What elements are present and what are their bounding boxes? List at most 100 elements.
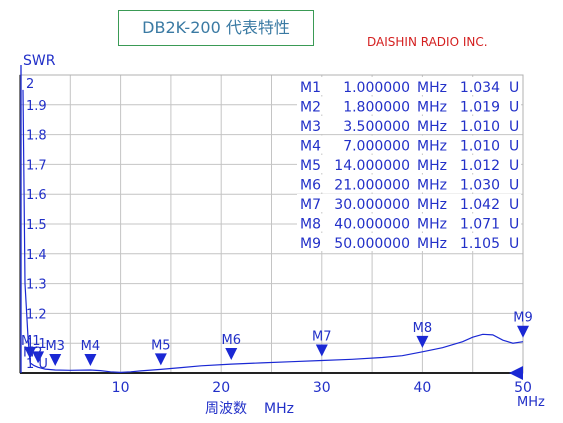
marker-table-swr: 1.010 <box>460 119 500 135</box>
marker-table-row-bg <box>297 213 521 232</box>
marker-label: M3 <box>45 339 65 354</box>
marker-label: M2 <box>23 345 43 360</box>
marker-triangle <box>84 354 97 367</box>
marker-label: M8 <box>413 321 433 336</box>
marker-table-unit: MHz <box>417 197 447 213</box>
brand-label: DAISHIN RADIO INC. <box>367 35 488 49</box>
marker-table-flag: U <box>509 158 519 174</box>
marker-table-swr: 1.071 <box>460 217 500 233</box>
marker-label: M4 <box>81 339 101 354</box>
marker-label: M6 <box>222 333 242 348</box>
marker-table-flag: U <box>509 80 519 96</box>
x-tick-label: 40 <box>413 380 431 396</box>
marker-triangle <box>49 354 62 367</box>
marker-table-flag: U <box>509 178 519 194</box>
y-tick-label: 1.7 <box>26 158 47 173</box>
marker-table-flag: U <box>509 139 519 155</box>
marker-table-row-bg <box>297 135 521 154</box>
marker-table-freq: 1.800000 <box>343 100 410 116</box>
marker-table-unit: MHz <box>417 139 447 155</box>
marker-table-flag: U <box>509 236 519 252</box>
marker-table-label: M3 <box>300 119 321 135</box>
marker-table-freq: 40.000000 <box>334 217 410 233</box>
y-tick-label: 1.2 <box>26 307 47 322</box>
marker-table-label: M5 <box>300 158 321 174</box>
marker-triangle <box>24 346 37 359</box>
marker-table-row-bg <box>297 174 521 193</box>
y-axis-bottom-label: 1 U <box>26 357 48 372</box>
y-tick-label: 1.5 <box>26 218 47 233</box>
marker-label: M9 <box>513 311 533 326</box>
marker-triangle <box>154 353 167 366</box>
marker-table-label: M8 <box>300 217 321 233</box>
marker-table-freq: 7.000000 <box>343 139 410 155</box>
marker-table-unit: MHz <box>417 217 447 233</box>
marker-table-flag: U <box>509 119 519 135</box>
x-axis-label: 周波数 <box>205 401 247 417</box>
marker-label: M1 <box>21 334 41 349</box>
marker-label: M5 <box>151 338 171 353</box>
marker-table-swr: 1.030 <box>460 178 500 194</box>
y-tick-label: 1.8 <box>26 129 47 144</box>
marker-table-label: M1 <box>300 80 321 96</box>
marker-table-swr: 1.034 <box>460 80 500 96</box>
tick-labels: 10 20 30 40 501.11.21.31.41.51.61.71.81.9 <box>26 99 532 396</box>
marker-triangle <box>517 325 529 338</box>
marker-table-flag: U <box>509 100 519 116</box>
marker-label: M7 <box>312 329 332 344</box>
marker-table-row-bg <box>297 96 521 115</box>
marker-table-row-bg <box>297 116 521 134</box>
x-tick-label: 10 <box>112 380 130 396</box>
marker-table-row-bg <box>297 77 521 95</box>
marker-table-label: M9 <box>300 236 321 252</box>
marker-table-label: M2 <box>300 100 321 116</box>
x-tick-label: 30 <box>313 380 331 396</box>
marker-triangle <box>225 348 238 361</box>
marker-table-freq: 1.000000 <box>343 80 410 96</box>
marker-table-flag: U <box>509 217 519 233</box>
chart-title: DB2K-200 代表特性 <box>118 10 314 46</box>
marker-table-freq: 3.500000 <box>343 119 410 135</box>
marker-table-swr: 1.105 <box>460 236 500 252</box>
marker-table-unit: MHz <box>417 158 447 174</box>
axes <box>19 74 524 374</box>
y-tick-label: 1.6 <box>26 188 47 203</box>
marker-table-unit: MHz <box>417 119 447 135</box>
y-tick-label: 1.9 <box>26 99 47 114</box>
x-axis-unit-label: MHz <box>264 401 294 417</box>
marker-table-flag: U <box>509 197 519 213</box>
marker-table-unit: MHz <box>417 178 447 194</box>
marker-table-swr: 1.012 <box>460 158 500 174</box>
marker-table-label: M4 <box>300 139 321 155</box>
marker-table-unit: MHz <box>417 236 447 252</box>
marker-table-row-bg <box>297 233 521 251</box>
x-axis-unit-end: MHz <box>517 395 545 410</box>
marker-table-swr: 1.010 <box>460 139 500 155</box>
y-tick-label: 1.3 <box>26 278 47 293</box>
marker-triangle <box>315 344 328 357</box>
y-tick-label: 1.4 <box>26 248 47 263</box>
marker-table: M1 1.000000 MHz 1.034 U M2 1.800000 MHz 1.019 U M3… <box>297 77 521 252</box>
marker-table-row-bg <box>297 194 521 212</box>
x-tick-label: 50 <box>514 380 532 396</box>
marker-table-unit: MHz <box>417 100 447 116</box>
marker-table-swr: 1.042 <box>460 197 500 213</box>
swr-trace-layer <box>20 65 524 374</box>
swr-trace <box>22 89 524 374</box>
marker-table-row-bg <box>297 155 521 173</box>
marker-table-freq: 14.000000 <box>334 158 410 174</box>
marker-table-freq: 50.000000 <box>334 236 410 252</box>
y-axis-top-label: 2 <box>26 77 34 92</box>
marker-triangle <box>416 335 429 348</box>
marker-triangle <box>32 351 45 364</box>
marker-table-label: M7 <box>300 197 321 213</box>
y-axis-label: SWR <box>23 53 56 69</box>
marker-table-swr: 1.019 <box>460 100 500 116</box>
sweep-end-marker <box>509 366 523 380</box>
marker-table-freq: 30.000000 <box>334 197 410 213</box>
x-tick-label: 20 <box>212 380 230 396</box>
marker-table-freq: 21.000000 <box>334 178 410 194</box>
marker-table-unit: MHz <box>417 80 447 96</box>
